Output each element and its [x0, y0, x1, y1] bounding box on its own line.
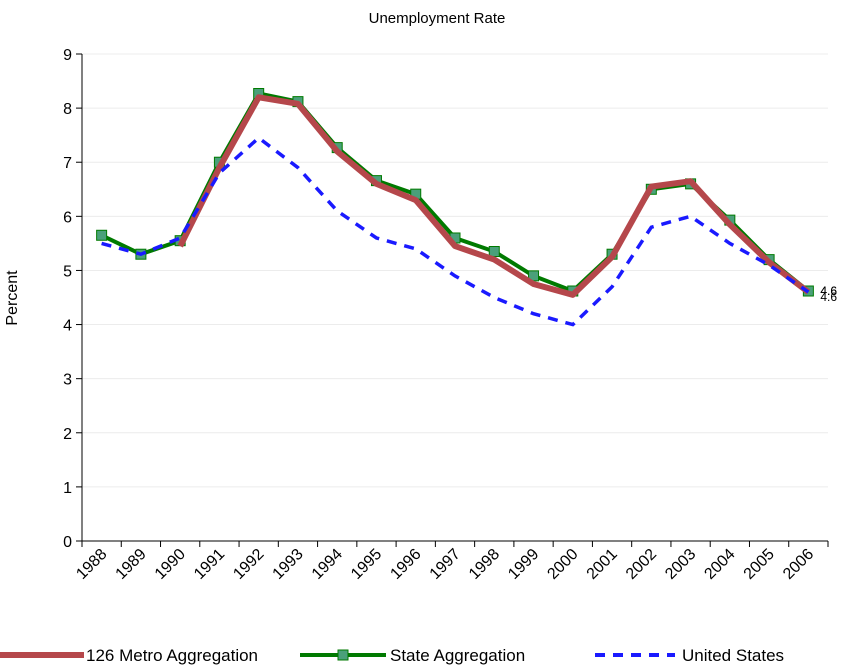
x-tick-label: 2000: [544, 546, 581, 583]
end-labels: 4.64.64.6: [820, 284, 837, 304]
y-tick-label: 8: [63, 101, 72, 118]
chart-title: Unemployment Rate: [369, 10, 506, 27]
y-tick-label: 3: [63, 372, 72, 389]
legend: 126 Metro Aggregation State Aggregation Un…: [0, 646, 784, 665]
x-tick-label: 1991: [191, 546, 228, 583]
x-tick-label: 2003: [662, 546, 699, 583]
legend-label-state-aggregation: State Aggregation: [390, 646, 525, 665]
x-tick-label: 2001: [584, 546, 621, 583]
x-tick-label: 1989: [113, 546, 150, 583]
series-line-126-metro-aggregation: [180, 97, 808, 294]
y-tick-label: 4: [63, 318, 72, 335]
gridlines: [82, 54, 828, 487]
x-tick-label: 2004: [701, 546, 738, 583]
y-axis-title: Percent: [4, 270, 21, 326]
x-tick-label: 1993: [270, 546, 307, 583]
legend-marker: [338, 650, 348, 660]
y-tick-label: 7: [63, 155, 72, 172]
axes: [82, 54, 828, 541]
legend-label-126-metro-aggregation: 126 Metro Aggregation: [86, 646, 258, 665]
x-tick-label: 1995: [348, 546, 385, 583]
x-tick-label: 1999: [505, 546, 542, 583]
y-tick-labels: 0 1 2 3 4 5 6 7 8 9: [63, 47, 82, 551]
end-value-label: 4.6: [820, 290, 837, 304]
y-tick-label: 2: [63, 426, 72, 443]
y-tick-label: 5: [63, 263, 72, 280]
series-lines: [97, 89, 814, 325]
series-line-united-states: [102, 138, 809, 325]
x-tick-label: 1996: [387, 546, 424, 583]
x-tick-label: 2005: [741, 546, 778, 583]
y-tick-label: 9: [63, 47, 72, 64]
data-point-marker: [97, 230, 107, 240]
legend-label-united-states: United States: [682, 646, 784, 665]
y-tick-label: 0: [63, 534, 72, 551]
y-tick-label: 1: [63, 480, 72, 497]
x-tick-label: 1988: [73, 546, 110, 583]
x-tick-label: 1990: [152, 546, 189, 583]
x-tick-label: 1998: [466, 546, 503, 583]
x-tick-label: 1992: [230, 546, 267, 583]
x-tick-label: 2006: [780, 546, 817, 583]
x-tick-label: 1994: [309, 546, 346, 583]
data-point-marker: [489, 247, 499, 257]
y-tick-label: 6: [63, 209, 72, 226]
x-tick-label: 2002: [623, 546, 660, 583]
x-tick-label: 1997: [427, 546, 464, 583]
x-tick-labels: 1988 1989 1990 1991 1992 1993 1994 1995 1996 1997…: [73, 541, 828, 583]
